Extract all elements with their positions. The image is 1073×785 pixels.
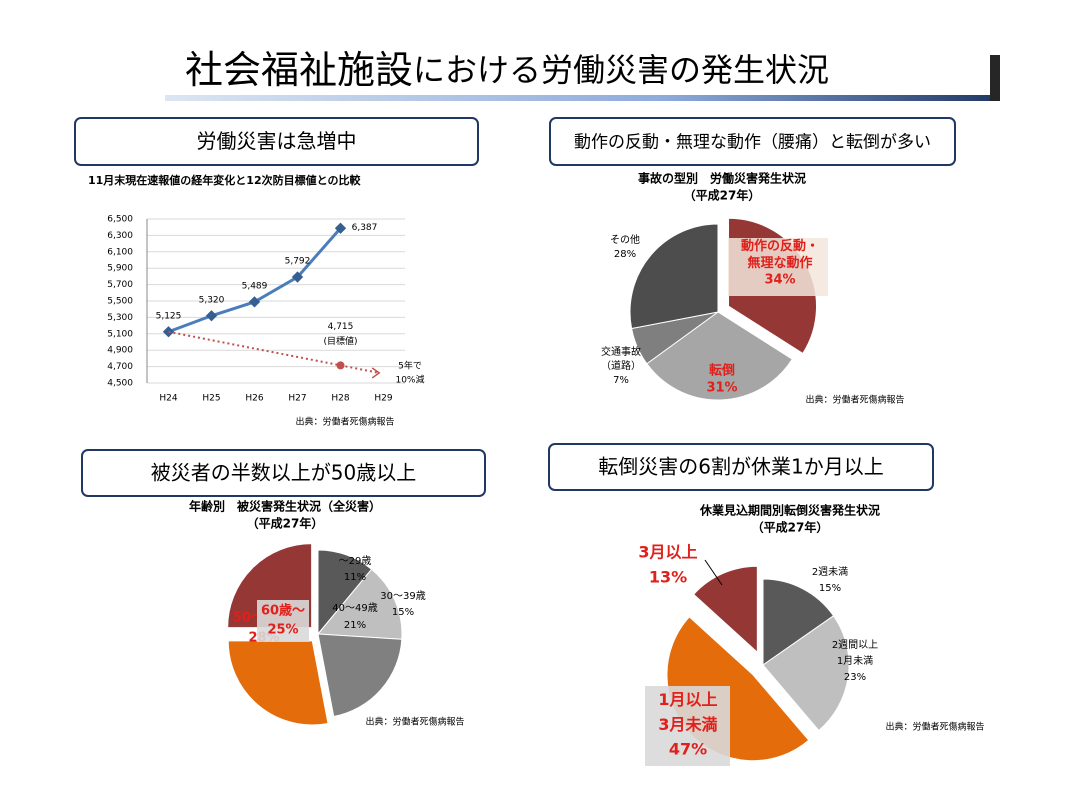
x-tick-label: H28	[331, 394, 349, 404]
category-label: 30～39歳	[380, 590, 425, 602]
slide-title: 社会福祉施設における労働災害の発生状況	[185, 48, 829, 92]
marker	[205, 310, 218, 322]
chart-title: 年齢別 被災害発生状況（全災害）	[189, 499, 381, 514]
value-label: 25%	[267, 623, 298, 638]
category-label: その他	[610, 233, 640, 246]
label-background	[645, 686, 730, 766]
title-underline	[165, 95, 1000, 101]
annotation: 5年で	[398, 360, 422, 372]
arrow-head	[371, 367, 381, 379]
x-tick-label: H27	[288, 394, 306, 404]
x-tick-label: H29	[374, 394, 392, 404]
title-main: 社会福祉施設	[185, 48, 413, 92]
title-bar	[990, 55, 1000, 101]
category-label: 2週間以上 1月未満	[832, 639, 878, 667]
series-line	[168, 330, 341, 367]
pie-slice	[692, 565, 758, 654]
value-label: 15%	[392, 607, 414, 618]
category-label: 2週未満	[812, 566, 848, 578]
source: 出典：労働者死傷病報告	[365, 716, 464, 728]
heading-box	[548, 443, 934, 491]
y-tick-label: 5,500	[107, 297, 133, 307]
y-tick-label: 5,700	[107, 280, 133, 290]
data-label: 4,715	[328, 322, 354, 332]
chart-subtitle: （平成27年）	[684, 188, 761, 203]
annotation: (目標値)	[323, 335, 357, 347]
x-tick-label: H25	[202, 394, 220, 404]
heading: 被災者の半数以上が50歳以上	[151, 461, 416, 485]
category-label: 1月以上 3月未満	[658, 690, 717, 734]
heading: 転倒災害の6割が休業1か月以上	[598, 455, 883, 479]
value-label: 31%	[706, 381, 737, 396]
value-label: 21%	[344, 620, 366, 631]
value-label: 34%	[764, 273, 795, 288]
marker	[291, 271, 304, 283]
heading: 労働災害は急増中	[197, 129, 357, 153]
leader-line	[704, 559, 723, 586]
heading: 動作の反動・無理な動作（腰痛）と転倒が多い	[574, 133, 931, 153]
source: 出典：労働者死傷病報告	[885, 721, 984, 733]
category-label: 60歳～	[261, 603, 305, 619]
pie-slice	[762, 578, 835, 666]
data-label: 5,792	[285, 257, 311, 267]
x-tick-label: H24	[159, 394, 177, 404]
value-label: 23%	[844, 672, 866, 683]
x-tick-label: H26	[245, 394, 263, 404]
data-label: 5,320	[199, 295, 225, 305]
y-tick-label: 4,900	[107, 346, 133, 356]
marker	[248, 296, 261, 308]
heading-box	[74, 117, 479, 166]
title-rest: における労働災害の発生状況	[413, 51, 829, 89]
label-background	[728, 238, 828, 296]
value-label: 28%	[614, 249, 636, 260]
y-tick-label: 5,900	[107, 264, 133, 274]
category-label: 3月以上	[638, 543, 697, 562]
y-tick-label: 4,500	[107, 379, 133, 389]
pie-slice	[762, 615, 850, 732]
marker	[336, 361, 345, 370]
y-tick-label: 6,100	[107, 247, 133, 257]
value-label: 47%	[669, 740, 707, 759]
chart-subtitle: （平成27年）	[752, 520, 829, 535]
marker	[334, 222, 347, 234]
heading-box	[549, 117, 956, 166]
category-label: 転倒	[709, 363, 735, 379]
chart-title: 事故の型別 労働災害発生状況	[638, 171, 806, 186]
value-label: 7%	[613, 375, 629, 386]
category-label: 交通事故（道路）	[601, 345, 641, 372]
annotation: 10%減	[395, 374, 424, 386]
pie-slice	[629, 223, 719, 330]
pie-slice	[316, 568, 403, 640]
y-tick-label: 6,500	[107, 215, 133, 225]
y-tick-label: 4,700	[107, 362, 133, 372]
label-background	[257, 600, 309, 642]
pie-slice	[646, 311, 793, 401]
y-tick-label: 6,300	[107, 231, 133, 241]
y-tick-label: 5,300	[107, 313, 133, 323]
data-label: 5,489	[242, 281, 268, 291]
heading-box	[81, 449, 486, 497]
category-label: ～29歳	[339, 555, 372, 567]
data-label: 5,125	[156, 311, 182, 321]
value-label: 11%	[344, 572, 366, 583]
y-tick-label: 5,100	[107, 329, 133, 339]
series-line	[167, 227, 342, 334]
source: 出典：労働者死傷病報告	[295, 416, 394, 428]
chart-subtitle: （平成27年）	[247, 516, 324, 531]
trend-arrow	[340, 364, 380, 374]
pie-slice	[227, 640, 329, 726]
value-label: 13%	[649, 568, 687, 587]
chart-title: 11月末現在速報値の経年変化と12次防目標値との比較	[88, 173, 362, 187]
category-label: 動作の反動・無理な動作	[741, 238, 819, 271]
data-label: 6,387	[352, 223, 378, 233]
value-label: 15%	[819, 583, 841, 594]
category-label: 40～49歳	[332, 602, 377, 614]
source: 出典：労働者死傷病報告	[805, 394, 904, 406]
chart-title: 休業見込期間別転倒災害発生状況	[699, 503, 880, 518]
pie-slice	[317, 633, 403, 718]
